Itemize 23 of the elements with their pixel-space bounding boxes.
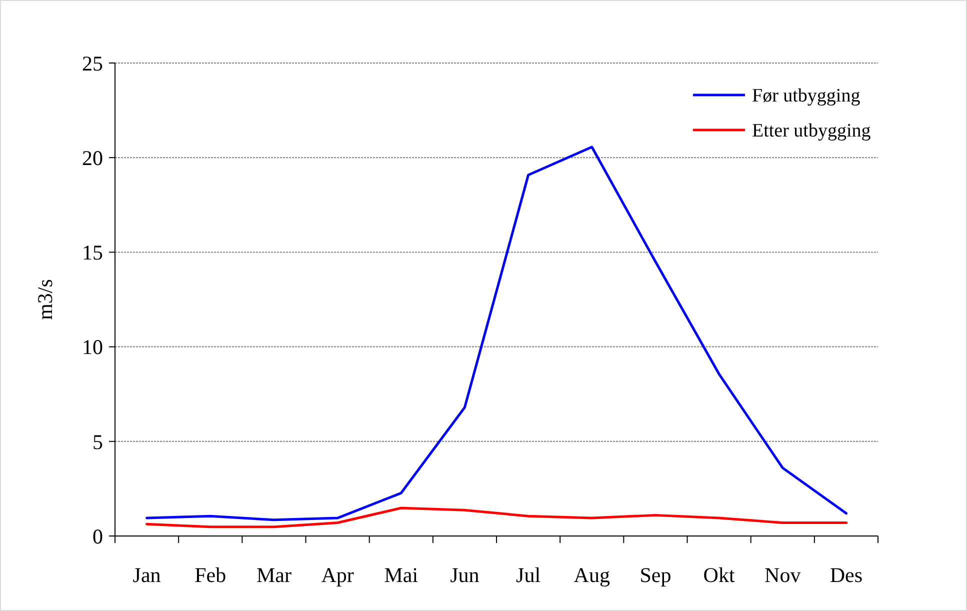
x-tick-label: Jun bbox=[450, 563, 480, 587]
x-tick-label: Mar bbox=[256, 563, 292, 587]
x-tick-label: Feb bbox=[194, 563, 226, 587]
y-tick-label: 15 bbox=[82, 240, 103, 265]
legend-label: Før utbygging bbox=[752, 86, 861, 107]
line-series bbox=[146, 506, 848, 528]
y-axis-title: m3/s bbox=[33, 279, 57, 320]
legend-label: Etter utbygging bbox=[752, 120, 872, 142]
y-tick-label: 10 bbox=[82, 335, 103, 360]
x-tick-label: Jan bbox=[132, 563, 162, 587]
x-tick-label: Jul bbox=[516, 563, 541, 587]
x-tick-label: Apr bbox=[321, 563, 354, 587]
line-series bbox=[146, 146, 848, 522]
x-tick-label: Sep bbox=[640, 563, 672, 587]
y-tick-label: 0 bbox=[92, 524, 103, 548]
x-tick-label: Aug bbox=[574, 563, 610, 587]
y-tick-label: 5 bbox=[92, 430, 103, 454]
x-tick-label: Nov bbox=[764, 563, 802, 587]
y-tick-label: 20 bbox=[82, 146, 103, 170]
x-tick-label: Mai bbox=[384, 563, 418, 587]
y-tick-label: 25 bbox=[82, 51, 103, 76]
x-tick-label: Okt bbox=[703, 563, 735, 587]
x-tick-label: Des bbox=[830, 563, 863, 587]
